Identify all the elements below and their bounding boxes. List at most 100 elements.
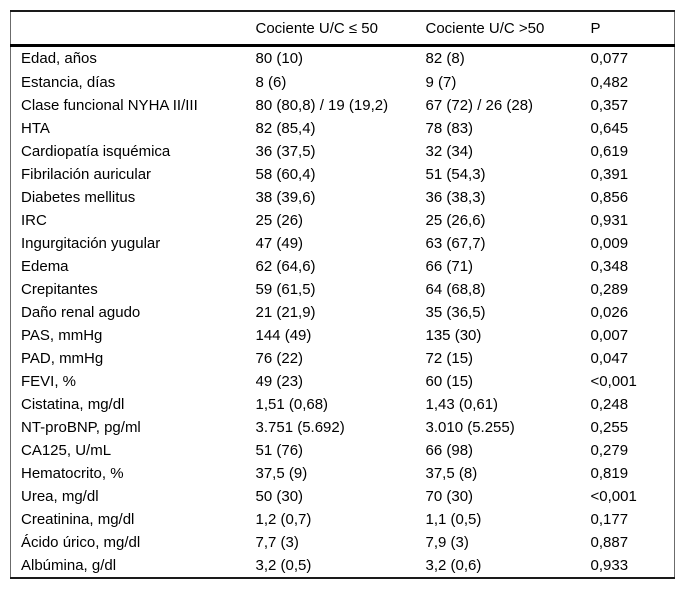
- row-label: Cistatina, mg/dl: [21, 395, 125, 413]
- value-cell: 35 (36,5): [425, 303, 486, 321]
- row-label: FEVI, %: [21, 372, 77, 390]
- value-cell: 36 (38,3): [425, 188, 486, 206]
- table-row: Edema 62 (64,6) 66 (71) 0,348: [11, 255, 675, 278]
- table-row: Diabetes mellitus 38 (39,6) 36 (38,3) 0,856: [11, 186, 675, 209]
- value-cell: 3.010 (5.255): [425, 418, 515, 436]
- value-cell: 47 (49): [255, 234, 304, 252]
- p-value-cell: 0,279: [590, 441, 629, 459]
- table-row: Ingurgitación yugular 47 (49) 63 (67,7) 0,0…: [11, 232, 675, 255]
- value-cell: 1,1 (0,5): [425, 510, 482, 528]
- table-row: Hematocrito, % 37,5 (9) 37,5 (8) 0,819: [11, 462, 675, 485]
- table-body: Edad, años 80 (10) 82 (8) 0,077 Estancia, dí…: [11, 46, 675, 579]
- p-value-cell: <0,001: [590, 372, 637, 390]
- p-value-cell: 0,482: [590, 73, 629, 91]
- value-cell: 38 (39,6): [255, 188, 316, 206]
- row-label: Crepitantes: [21, 280, 98, 298]
- table-row: PAS, mmHg 144 (49) 135 (30) 0,007: [11, 324, 675, 347]
- value-cell: 37,5 (8): [425, 464, 478, 482]
- value-cell: 21 (21,9): [255, 303, 316, 321]
- table-row: Ácido úrico, mg/dl 7,7 (3) 7,9 (3) 0,887: [11, 531, 675, 554]
- table-row: PAD, mmHg 76 (22) 72 (15) 0,047: [11, 347, 675, 370]
- value-cell: 3,2 (0,6): [425, 556, 482, 574]
- row-label: Edad, años: [21, 50, 97, 68]
- value-cell: 80 (80,8) / 19 (19,2): [255, 96, 389, 114]
- table-row: Albúmina, g/dl 3,2 (0,5) 3,2 (0,6) 0,933: [11, 554, 675, 578]
- value-cell: 7,9 (3): [425, 533, 469, 551]
- value-cell: 8 (6): [255, 73, 287, 91]
- row-label: Daño renal agudo: [21, 303, 141, 321]
- row-label: PAD, mmHg: [21, 349, 104, 367]
- row-label: IRC: [21, 211, 47, 229]
- row-label: Ingurgitación yugular: [21, 234, 161, 252]
- row-label: Edema: [21, 257, 69, 275]
- table-row: Creatinina, mg/dl 1,2 (0,7) 1,1 (0,5) 0,177: [11, 508, 675, 531]
- col-header-p-value: P: [590, 11, 675, 47]
- row-label: CA125, U/mL: [21, 441, 112, 459]
- row-label: Fibrilación auricular: [21, 165, 152, 183]
- table-row: HTA 82 (85,4) 78 (83) 0,645: [11, 117, 675, 140]
- p-value-cell: 0,348: [590, 257, 629, 275]
- value-cell: 25 (26): [255, 211, 304, 229]
- value-cell: 72 (15): [425, 349, 474, 367]
- row-label: Ácido úrico, mg/dl: [21, 533, 141, 551]
- p-value-cell: 0,933: [590, 556, 629, 574]
- value-cell: 64 (68,8): [425, 280, 486, 298]
- value-cell: 70 (30): [425, 487, 474, 505]
- row-label: Urea, mg/dl: [21, 487, 99, 505]
- clinical-comparison-table: Cociente U/C ≤ 50 Cociente U/C >50 P Eda…: [10, 10, 675, 579]
- row-label: Diabetes mellitus: [21, 188, 136, 206]
- row-label: Estancia, días: [21, 73, 116, 91]
- p-value-cell: 0,255: [590, 418, 629, 436]
- value-cell: 51 (54,3): [425, 165, 486, 183]
- header-row: Cociente U/C ≤ 50 Cociente U/C >50 P: [10, 11, 675, 47]
- table-row: Cistatina, mg/dl 1,51 (0,68) 1,43 (0,61) 0,…: [11, 393, 675, 416]
- value-cell: 135 (30): [425, 326, 482, 344]
- value-cell: 76 (22): [255, 349, 304, 367]
- table-row: Daño renal agudo 21 (21,9) 35 (36,5) 0,026: [11, 301, 675, 324]
- value-cell: 60 (15): [425, 372, 474, 390]
- p-value-cell: 0,047: [590, 349, 629, 367]
- value-cell: 7,7 (3): [255, 533, 299, 551]
- value-cell: 1,2 (0,7): [255, 510, 312, 528]
- p-value-cell: 0,357: [590, 96, 629, 114]
- p-value-cell: <0,001: [590, 487, 637, 505]
- row-label: Clase funcional NYHA II/III: [21, 96, 198, 114]
- value-cell: 36 (37,5): [255, 142, 316, 160]
- value-cell: 67 (72) / 26 (28): [425, 96, 534, 114]
- p-value-cell: 0,391: [590, 165, 629, 183]
- value-cell: 58 (60,4): [255, 165, 316, 183]
- p-value-cell: 0,819: [590, 464, 629, 482]
- p-value-cell: 0,289: [590, 280, 629, 298]
- value-cell: 66 (71): [425, 257, 474, 275]
- p-value-cell: 0,026: [590, 303, 629, 321]
- row-label: Albúmina, g/dl: [21, 556, 117, 574]
- col-header-group-le50: Cociente U/C ≤ 50: [255, 11, 426, 47]
- value-cell: 80 (10): [255, 50, 304, 68]
- value-cell: 1,51 (0,68): [255, 395, 329, 413]
- value-cell: 82 (85,4): [255, 119, 316, 137]
- row-label: Cardiopatía isquémica: [21, 142, 171, 160]
- value-cell: 62 (64,6): [255, 257, 316, 275]
- table-row: IRC 25 (26) 25 (26,6) 0,931: [11, 209, 675, 232]
- value-cell: 9 (7): [425, 73, 457, 91]
- p-value-cell: 0,887: [590, 533, 629, 551]
- table-row: Urea, mg/dl 50 (30) 70 (30) <0,001: [11, 485, 675, 508]
- value-cell: 3,2 (0,5): [255, 556, 312, 574]
- table-row: Clase funcional NYHA II/III 80 (80,8) / 1…: [11, 94, 675, 117]
- p-value-cell: 0,077: [590, 50, 629, 68]
- value-cell: 82 (8): [425, 50, 465, 68]
- value-cell: 37,5 (9): [255, 464, 308, 482]
- value-cell: 32 (34): [425, 142, 474, 160]
- table-row: Edad, años 80 (10) 82 (8) 0,077: [11, 46, 675, 71]
- table-row: NT-proBNP, pg/ml 3.751 (5.692) 3.010 (5.25…: [11, 416, 675, 439]
- value-cell: 1,43 (0,61): [425, 395, 499, 413]
- row-label: Hematocrito, %: [21, 464, 124, 482]
- table-row: Fibrilación auricular 58 (60,4) 51 (54,3) 0…: [11, 163, 675, 186]
- value-cell: 144 (49): [255, 326, 312, 344]
- col-header-group-gt50: Cociente U/C >50: [425, 11, 591, 47]
- table-row: Cardiopatía isquémica 36 (37,5) 32 (34) 0,6…: [11, 140, 675, 163]
- value-cell: 25 (26,6): [425, 211, 486, 229]
- value-cell: 63 (67,7): [425, 234, 486, 252]
- p-value-cell: 0,009: [590, 234, 629, 252]
